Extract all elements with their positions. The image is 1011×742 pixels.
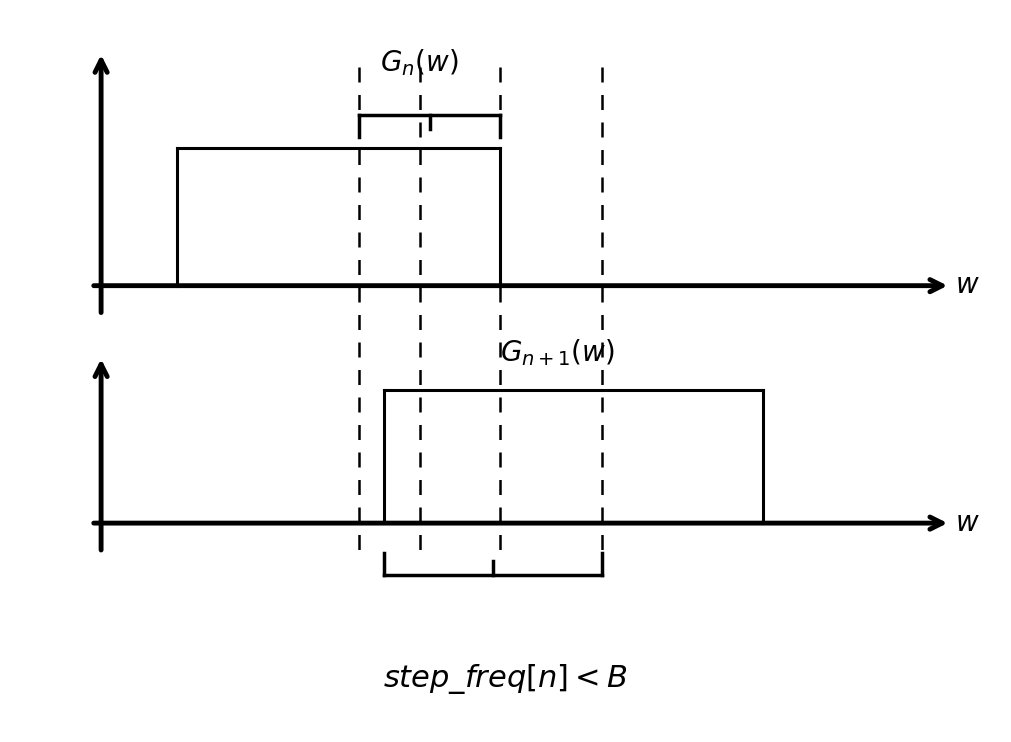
Text: $G_n(w)$: $G_n(w)$ [380, 47, 459, 78]
Text: $step\_freq[n] < B$: $step\_freq[n] < B$ [383, 662, 628, 696]
Text: $w$: $w$ [955, 510, 980, 536]
Text: $w$: $w$ [955, 272, 980, 299]
Text: $G_{n+1}(w)$: $G_{n+1}(w)$ [500, 338, 615, 369]
